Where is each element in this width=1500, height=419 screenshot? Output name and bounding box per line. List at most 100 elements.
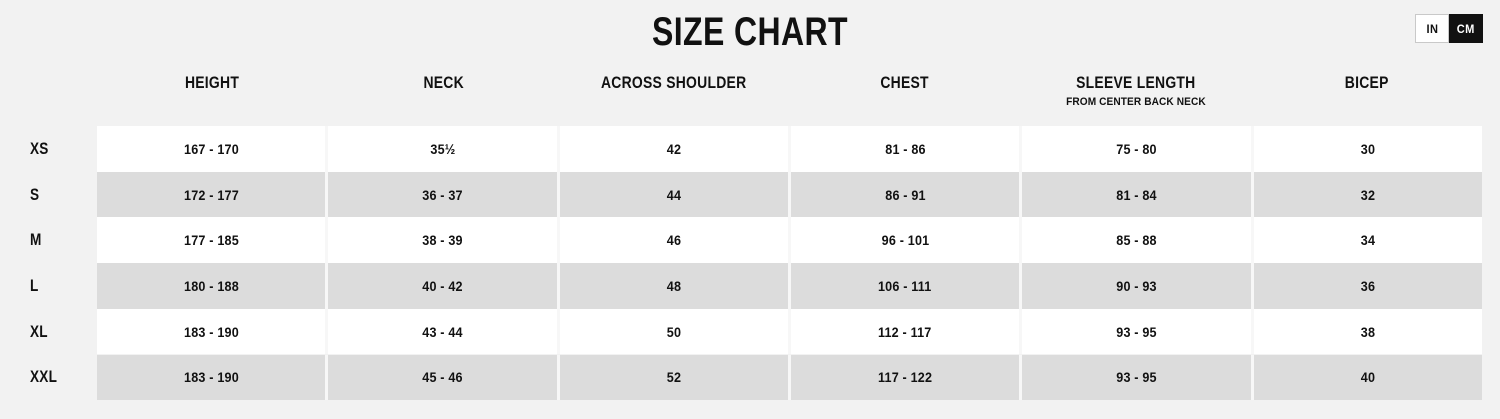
size-label-column: XS S M L XL XXL — [0, 126, 97, 400]
table-cell-value: 183 - 190 — [183, 369, 239, 386]
table-row: 183 - 190 43 - 44 50 112 - 117 93 - 95 38 — [97, 308, 1482, 355]
table-row: 177 - 185 38 - 39 46 96 - 101 85 - 88 34 — [97, 217, 1482, 264]
table-cell-value: 177 - 185 — [183, 232, 239, 249]
table-cell-value: 48 — [666, 277, 682, 294]
column-header-sublabel: FROM CENTER BACK NECK — [1065, 96, 1206, 108]
column-header-2: ACROSS SHOULDER — [559, 72, 790, 118]
table-cell-value: 180 - 188 — [183, 277, 239, 294]
table-cell: 85 - 88 — [1022, 217, 1254, 264]
size-label-xl: XL — [30, 309, 52, 355]
table-cell-value: 93 - 95 — [1116, 323, 1157, 340]
table-cell: 90 - 93 — [1022, 263, 1254, 309]
table-cell-value: 117 - 122 — [878, 369, 933, 386]
table-cell-value: 38 - 39 — [422, 232, 463, 249]
table-cell-value: 81 - 84 — [1116, 186, 1157, 203]
table-cell-value: 106 - 111 — [878, 277, 932, 294]
column-header-5: BICEP — [1251, 72, 1482, 118]
column-header-4: SLEEVE LENGTH FROM CENTER BACK NECK — [1020, 72, 1251, 118]
unit-toggle-option-cm[interactable]: CM — [1449, 14, 1483, 43]
table-cell-value: 32 — [1360, 186, 1375, 203]
table-cell: 180 - 188 — [97, 263, 329, 309]
page-title: SIZE CHART — [652, 10, 848, 54]
size-label-s: S — [30, 172, 42, 218]
column-header-label: NECK — [422, 73, 464, 92]
table-cell-value: 40 - 42 — [422, 277, 463, 294]
size-label-text: XS — [30, 138, 49, 158]
table-cell: 38 - 39 — [328, 217, 560, 264]
table-cell: 40 - 42 — [328, 263, 560, 309]
table-body: 167 - 170 35½ 42 81 - 86 75 - 80 30 172 - 177 3… — [97, 126, 1482, 401]
column-header-3: CHEST — [789, 72, 1020, 118]
table-cell-value: 45 - 46 — [422, 369, 463, 386]
table-cell: 172 - 177 — [97, 171, 329, 218]
table-cell-value: 183 - 190 — [183, 323, 239, 340]
table-cell: 40 — [1253, 354, 1482, 401]
table-header-row: HEIGHT NECK ACROSS SHOULDER CHEST SLEEVE LEN… — [97, 72, 1482, 118]
table-cell-value: 50 — [666, 323, 682, 340]
table-cell: 32 — [1253, 171, 1482, 218]
table-cell-value: 90 - 93 — [1116, 277, 1157, 294]
table-cell: 30 — [1253, 126, 1482, 172]
table-cell: 75 - 80 — [1022, 126, 1254, 172]
table-cell-value: 93 - 95 — [1116, 369, 1157, 386]
table-row: 180 - 188 40 - 42 48 106 - 111 90 - 93 36 — [97, 263, 1482, 309]
size-label-text: XL — [30, 321, 48, 341]
table-cell: 52 — [559, 354, 791, 401]
table-cell-value: 43 - 44 — [422, 323, 463, 340]
table-cell: 117 - 122 — [790, 354, 1023, 401]
unit-toggle-option-in[interactable]: IN — [1415, 14, 1449, 43]
table-row: 183 - 190 45 - 46 52 117 - 122 93 - 95 40 — [97, 354, 1482, 401]
table-cell: 167 - 170 — [97, 126, 329, 172]
column-header-1: NECK — [328, 72, 559, 118]
table-cell-value: 112 - 117 — [878, 323, 932, 340]
table-cell-value: 167 - 170 — [183, 140, 239, 157]
size-label-m: M — [30, 217, 44, 263]
table-row: 172 - 177 36 - 37 44 86 - 91 81 - 84 32 — [97, 171, 1482, 218]
table-cell: 183 - 190 — [97, 308, 329, 355]
table-cell-value: 52 — [666, 369, 682, 386]
table-cell: 48 — [559, 263, 791, 309]
unit-toggle-label-cm: CM — [1457, 21, 1475, 36]
table-cell-value: 38 — [1360, 323, 1375, 340]
table-cell: 86 - 91 — [790, 171, 1023, 218]
table-cell-value: 30 — [1360, 140, 1375, 157]
size-label-text: M — [30, 230, 42, 250]
table-cell-value: 44 — [666, 186, 682, 203]
table-cell: 81 - 86 — [790, 126, 1023, 172]
size-label-text: XXL — [30, 367, 58, 387]
column-header-0: HEIGHT — [97, 72, 328, 118]
table-cell-value: 35½ — [429, 140, 456, 157]
table-cell-value: 85 - 88 — [1116, 232, 1157, 249]
table-row: 167 - 170 35½ 42 81 - 86 75 - 80 30 — [97, 126, 1482, 172]
table-cell-value: 172 - 177 — [183, 186, 239, 203]
table-cell: 112 - 117 — [790, 308, 1023, 355]
unit-toggle-label-in: IN — [1426, 21, 1438, 36]
size-label-text: L — [30, 275, 39, 295]
column-header-label: BICEP — [1344, 73, 1389, 92]
table-cell: 35½ — [328, 126, 560, 172]
table-cell-value: 86 - 91 — [884, 186, 926, 203]
table-cell-value: 96 - 101 — [881, 232, 929, 249]
table-cell: 46 — [559, 217, 791, 264]
column-header-label: HEIGHT — [185, 73, 240, 92]
table-cell: 44 — [559, 171, 791, 218]
table-cell-value: 46 — [666, 232, 682, 249]
table-cell: 45 - 46 — [328, 354, 560, 401]
table-cell: 93 - 95 — [1022, 354, 1254, 401]
table-cell: 43 - 44 — [328, 308, 560, 355]
table-cell-value: 40 — [1360, 369, 1375, 386]
unit-toggle[interactable]: IN CM — [1415, 14, 1483, 43]
size-label-xs: XS — [30, 126, 53, 172]
table-cell: 38 — [1253, 308, 1482, 355]
column-header-label: ACROSS SHOULDER — [601, 73, 747, 92]
table-cell: 34 — [1253, 217, 1482, 264]
size-label-text: S — [30, 184, 40, 204]
table-cell-value: 42 — [666, 140, 682, 157]
table-cell: 183 - 190 — [97, 354, 329, 401]
table-cell: 81 - 84 — [1022, 171, 1254, 218]
table-cell-value: 75 - 80 — [1116, 140, 1157, 157]
table-cell-value: 36 - 37 — [422, 186, 463, 203]
table-cell: 106 - 111 — [790, 263, 1023, 309]
table-cell: 96 - 101 — [790, 217, 1023, 264]
